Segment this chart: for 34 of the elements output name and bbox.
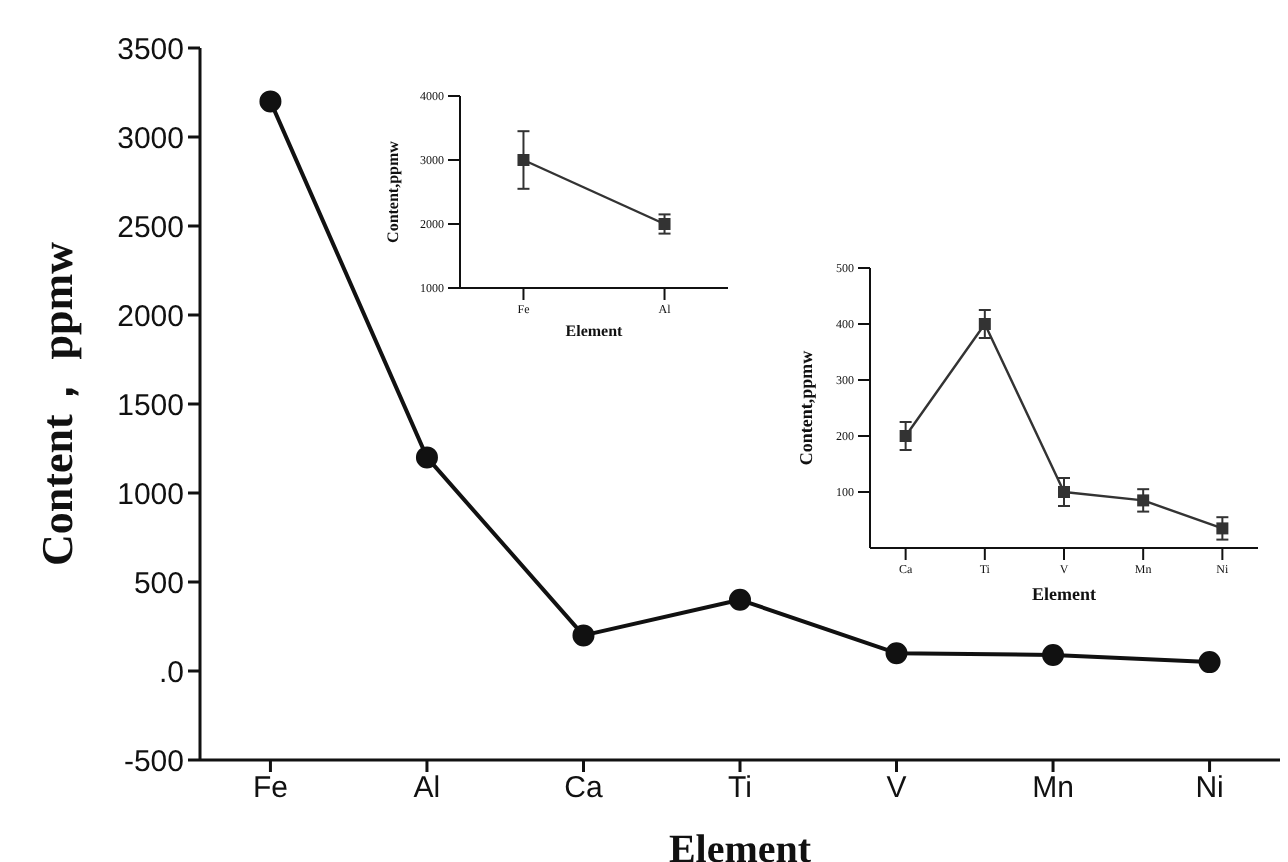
point bbox=[259, 90, 282, 113]
point bbox=[729, 588, 751, 611]
x-tick-label: V bbox=[886, 771, 907, 806]
point bbox=[1058, 486, 1070, 498]
y-tick-label: 500 bbox=[133, 566, 184, 601]
y-tick-label: -500 bbox=[123, 744, 184, 779]
y-tick-label: 2000 bbox=[117, 299, 184, 334]
point bbox=[1198, 651, 1221, 674]
y-tick-label: 1000 bbox=[117, 477, 184, 512]
x-axis-title: Element bbox=[668, 828, 812, 862]
x-axis-title: Element bbox=[1032, 584, 1096, 604]
y-tick-label: .0 bbox=[158, 655, 184, 690]
x-tick-label: Ca bbox=[564, 771, 604, 806]
y-tick-label: 1500 bbox=[117, 388, 184, 423]
point bbox=[415, 446, 438, 469]
point bbox=[1216, 522, 1229, 535]
x-tick-label: Mn bbox=[1032, 771, 1074, 806]
x-tick-label: Al bbox=[413, 771, 441, 806]
x-tick-label: Fe bbox=[252, 771, 288, 806]
x-tick-label: Ti bbox=[728, 771, 752, 806]
y-axis-title: Content,ppmw bbox=[383, 140, 402, 243]
x-tick-label: Ni bbox=[1195, 771, 1224, 806]
y-tick-label: 3000 bbox=[117, 121, 184, 156]
x-axis-title: Element bbox=[565, 322, 624, 340]
point bbox=[978, 318, 991, 330]
y-tick-label: 3500 bbox=[117, 32, 184, 67]
point bbox=[899, 430, 912, 442]
point bbox=[1042, 643, 1065, 666]
y-tick-label: 2500 bbox=[117, 210, 184, 245]
y-axis-title: Content,ppmw bbox=[796, 349, 817, 466]
point bbox=[1137, 494, 1150, 507]
point bbox=[572, 624, 595, 647]
point bbox=[885, 642, 908, 665]
y-axis-title: Content， ppmw bbox=[31, 241, 82, 566]
